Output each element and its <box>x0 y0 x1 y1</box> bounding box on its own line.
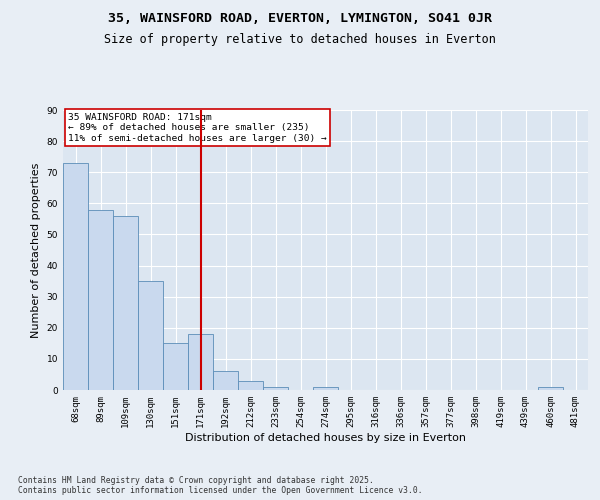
Bar <box>538 387 563 390</box>
Bar <box>88 210 113 390</box>
Bar <box>63 163 88 390</box>
Bar <box>238 380 263 390</box>
X-axis label: Distribution of detached houses by size in Everton: Distribution of detached houses by size … <box>185 432 466 442</box>
Bar <box>213 372 238 390</box>
Text: 35, WAINSFORD ROAD, EVERTON, LYMINGTON, SO41 0JR: 35, WAINSFORD ROAD, EVERTON, LYMINGTON, … <box>108 12 492 26</box>
Bar <box>313 387 338 390</box>
Bar <box>263 387 288 390</box>
Bar <box>163 344 188 390</box>
Text: 35 WAINSFORD ROAD: 171sqm
← 89% of detached houses are smaller (235)
11% of semi: 35 WAINSFORD ROAD: 171sqm ← 89% of detac… <box>68 113 327 142</box>
Bar <box>138 281 163 390</box>
Bar <box>113 216 138 390</box>
Text: Contains HM Land Registry data © Crown copyright and database right 2025.
Contai: Contains HM Land Registry data © Crown c… <box>18 476 422 495</box>
Y-axis label: Number of detached properties: Number of detached properties <box>31 162 41 338</box>
Bar <box>188 334 213 390</box>
Text: Size of property relative to detached houses in Everton: Size of property relative to detached ho… <box>104 32 496 46</box>
